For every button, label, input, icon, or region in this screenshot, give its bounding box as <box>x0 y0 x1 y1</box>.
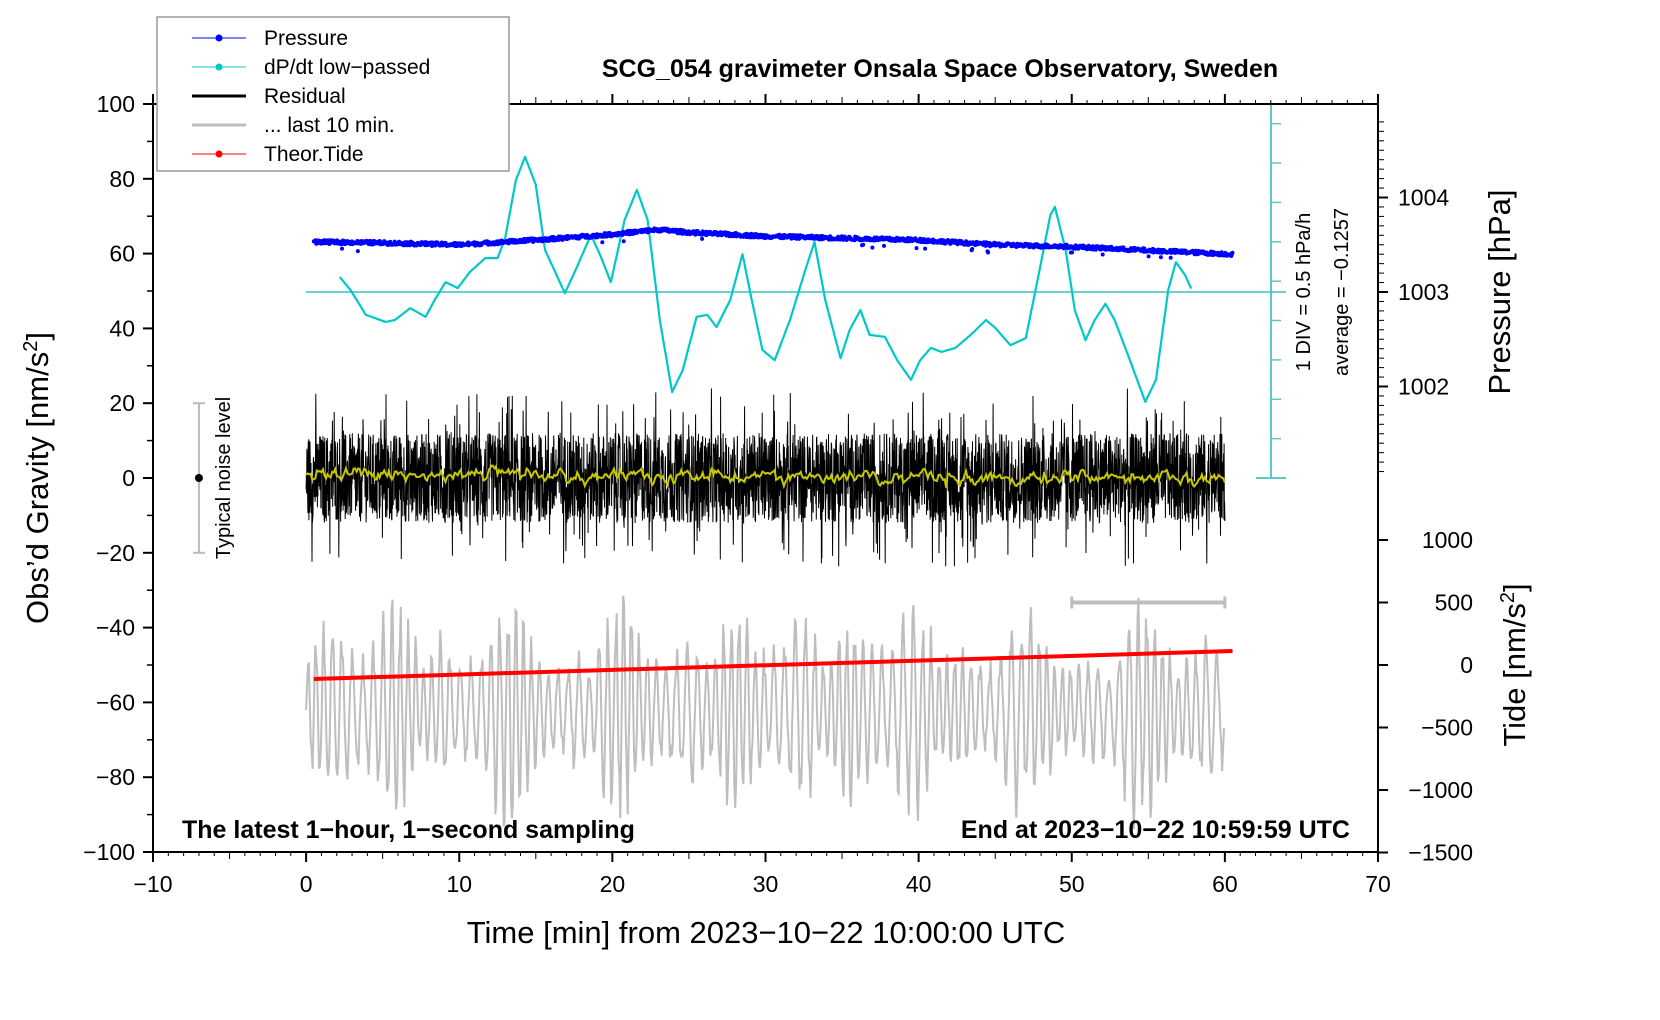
pressure-point <box>600 240 605 245</box>
y-tick-label: −60 <box>96 689 135 715</box>
legend-label: Theor.Tide <box>264 143 364 166</box>
div-scale-note: 1 DIV = 0.5 hPa/h <box>1293 213 1315 371</box>
average-note: average = −0.1257 <box>1331 208 1353 376</box>
legend: Pressure dP/dt low−passed Residual ... last… <box>156 16 510 172</box>
residual-smoothed-line <box>305 463 1226 490</box>
x-tick-label: −10 <box>133 871 172 897</box>
tide-tick-label: 500 <box>1435 590 1473 616</box>
tide-series-line <box>313 649 1233 681</box>
legend-marker <box>215 63 223 71</box>
x-tick-label: 30 <box>753 871 779 897</box>
pressure-point <box>1168 255 1173 260</box>
tide-axis-label: Tide [nm/s2] <box>1497 583 1532 746</box>
legend-label: Pressure <box>264 27 348 50</box>
pressure-point <box>1070 250 1075 255</box>
x-axis-label: Time [min] from 2023−10−22 10:00:00 UTC <box>467 915 1066 950</box>
tide-tick-label: −1500 <box>1408 840 1473 866</box>
legend-label: dP/dt low−passed <box>264 56 430 79</box>
tide-tick-label: 0 <box>1460 652 1473 678</box>
y-tick-label: −40 <box>96 615 135 641</box>
pressure-point <box>1146 254 1151 259</box>
y-tick-label: 20 <box>109 390 135 416</box>
y-tick-label: 80 <box>109 166 135 192</box>
x-tick-label: 60 <box>1212 871 1238 897</box>
tide-tick-label: −1000 <box>1408 777 1473 803</box>
annotation-bottom-left: The latest 1−hour, 1−second sampling <box>182 816 635 844</box>
x-tick-label: 70 <box>1365 871 1391 897</box>
y-tick-label: 0 <box>122 465 135 491</box>
legend-box <box>156 16 510 172</box>
legend-marker <box>215 34 223 42</box>
y-tick-label: 40 <box>109 315 135 341</box>
pressure-point <box>861 242 866 247</box>
pressure-axis-label: Pressure [hPa] <box>1482 189 1517 394</box>
pressure-tick-label: 1002 <box>1398 374 1449 400</box>
residual-series-line <box>305 388 1226 567</box>
pressure-point <box>870 245 875 250</box>
chart-title: SCG_054 gravimeter Onsala Space Observat… <box>602 55 1278 83</box>
y-tick-label: 60 <box>109 241 135 267</box>
y-tick-label: −80 <box>96 764 135 790</box>
pressure-point <box>700 236 705 241</box>
annotation-bottom-right: End at 2023−10−22 10:59:59 UTC <box>961 816 1350 844</box>
x-tick-label: 40 <box>906 871 932 897</box>
pressure-point <box>923 246 928 251</box>
pressure-point <box>882 243 886 248</box>
legend-label: Residual <box>264 85 346 108</box>
pressure-point <box>355 249 360 254</box>
noise-level-dot <box>194 474 203 482</box>
y-tick-label: −100 <box>83 839 135 865</box>
legend-marker <box>215 150 223 158</box>
x-tick-label: 0 <box>300 871 313 897</box>
noise-level-label: Typical noise level <box>213 397 235 559</box>
y-tick-label: 100 <box>97 91 135 117</box>
pressure-series <box>311 226 1235 260</box>
dpdt-series-line <box>338 155 1193 403</box>
tide-tick-label: −500 <box>1421 715 1473 741</box>
pressure-point <box>621 239 626 244</box>
legend-label: ... last 10 min. <box>264 114 395 137</box>
pressure-tick-label: 1004 <box>1398 185 1449 211</box>
pressure-point <box>970 247 975 251</box>
pressure-point <box>914 246 919 251</box>
y-tick-label: −20 <box>96 540 135 566</box>
pressure-point <box>1100 252 1105 257</box>
x-tick-label: 20 <box>600 871 626 897</box>
pressure-tick-label: 1003 <box>1398 279 1449 305</box>
x-tick-label: 10 <box>446 871 472 897</box>
pressure-point <box>340 246 344 251</box>
y-axis-label: Obs’d Gravity [nm/s2] <box>20 332 55 624</box>
pressure-point <box>986 250 991 255</box>
tide-tick-label: 1000 <box>1422 527 1473 553</box>
pressure-point <box>1230 250 1235 255</box>
pressure-point <box>1158 255 1163 260</box>
x-tick-label: 50 <box>1059 871 1085 897</box>
last10-series-line <box>305 595 1225 830</box>
